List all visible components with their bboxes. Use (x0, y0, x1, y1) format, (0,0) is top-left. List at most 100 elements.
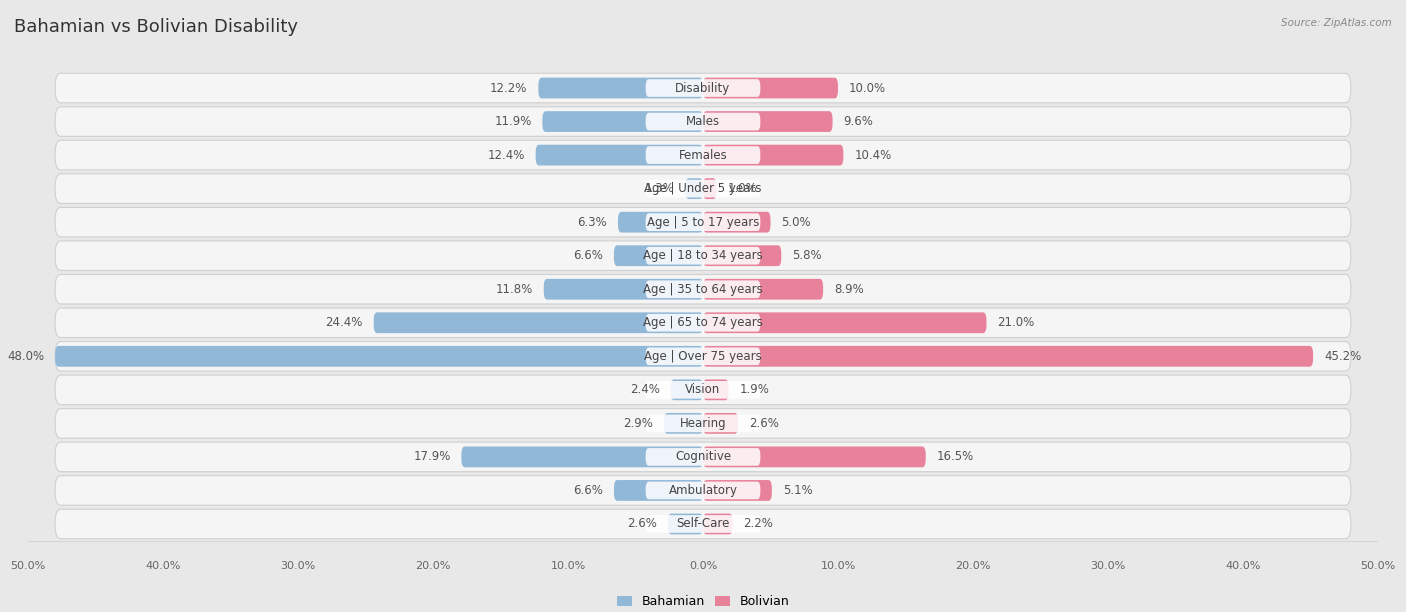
Text: Age | 5 to 17 years: Age | 5 to 17 years (647, 215, 759, 229)
FancyBboxPatch shape (703, 379, 728, 400)
Text: 2.6%: 2.6% (627, 518, 657, 531)
FancyBboxPatch shape (55, 107, 1351, 136)
Text: 11.9%: 11.9% (494, 115, 531, 128)
Text: 1.3%: 1.3% (645, 182, 675, 195)
Text: Self-Care: Self-Care (676, 518, 730, 531)
FancyBboxPatch shape (55, 73, 1351, 103)
Text: Bahamian vs Bolivian Disability: Bahamian vs Bolivian Disability (14, 18, 298, 36)
FancyBboxPatch shape (645, 146, 761, 164)
Text: 12.2%: 12.2% (491, 81, 527, 94)
Text: 45.2%: 45.2% (1324, 350, 1361, 363)
Text: Ambulatory: Ambulatory (668, 484, 738, 497)
Text: Age | 65 to 74 years: Age | 65 to 74 years (643, 316, 763, 329)
Text: 17.9%: 17.9% (413, 450, 450, 463)
Text: 1.9%: 1.9% (740, 383, 769, 397)
Text: 12.4%: 12.4% (488, 149, 524, 162)
Text: Age | 18 to 34 years: Age | 18 to 34 years (643, 249, 763, 262)
Text: Disability: Disability (675, 81, 731, 94)
FancyBboxPatch shape (645, 348, 761, 365)
FancyBboxPatch shape (703, 212, 770, 233)
FancyBboxPatch shape (645, 314, 761, 332)
FancyBboxPatch shape (614, 245, 703, 266)
FancyBboxPatch shape (543, 111, 703, 132)
Text: Age | Under 5 years: Age | Under 5 years (644, 182, 762, 195)
FancyBboxPatch shape (703, 480, 772, 501)
FancyBboxPatch shape (703, 178, 717, 199)
FancyBboxPatch shape (645, 381, 761, 398)
Text: 24.4%: 24.4% (325, 316, 363, 329)
FancyBboxPatch shape (55, 140, 1351, 170)
FancyBboxPatch shape (645, 515, 761, 533)
Legend: Bahamian, Bolivian: Bahamian, Bolivian (612, 590, 794, 612)
FancyBboxPatch shape (686, 178, 703, 199)
Text: 5.0%: 5.0% (782, 215, 811, 229)
Text: Source: ZipAtlas.com: Source: ZipAtlas.com (1281, 18, 1392, 28)
FancyBboxPatch shape (614, 480, 703, 501)
FancyBboxPatch shape (703, 78, 838, 99)
FancyBboxPatch shape (703, 447, 925, 468)
FancyBboxPatch shape (55, 207, 1351, 237)
Text: 21.0%: 21.0% (997, 316, 1035, 329)
FancyBboxPatch shape (55, 476, 1351, 505)
FancyBboxPatch shape (703, 279, 823, 300)
FancyBboxPatch shape (668, 513, 703, 534)
Text: 5.8%: 5.8% (792, 249, 821, 262)
FancyBboxPatch shape (544, 279, 703, 300)
FancyBboxPatch shape (645, 180, 761, 198)
Text: 5.1%: 5.1% (783, 484, 813, 497)
FancyBboxPatch shape (645, 482, 761, 499)
FancyBboxPatch shape (645, 113, 761, 130)
FancyBboxPatch shape (55, 174, 1351, 203)
FancyBboxPatch shape (55, 341, 1351, 371)
Text: 10.4%: 10.4% (855, 149, 891, 162)
Text: Age | 35 to 64 years: Age | 35 to 64 years (643, 283, 763, 296)
FancyBboxPatch shape (703, 111, 832, 132)
FancyBboxPatch shape (461, 447, 703, 468)
FancyBboxPatch shape (703, 144, 844, 165)
Text: 6.6%: 6.6% (574, 484, 603, 497)
Text: 6.6%: 6.6% (574, 249, 603, 262)
Text: Vision: Vision (685, 383, 721, 397)
FancyBboxPatch shape (55, 509, 1351, 539)
Text: 6.3%: 6.3% (578, 215, 607, 229)
Text: 2.2%: 2.2% (744, 518, 773, 531)
FancyBboxPatch shape (374, 312, 703, 333)
Text: 9.6%: 9.6% (844, 115, 873, 128)
Text: 2.4%: 2.4% (630, 383, 659, 397)
Text: Cognitive: Cognitive (675, 450, 731, 463)
Text: Age | Over 75 years: Age | Over 75 years (644, 350, 762, 363)
FancyBboxPatch shape (664, 413, 703, 434)
FancyBboxPatch shape (536, 144, 703, 165)
FancyBboxPatch shape (645, 214, 761, 231)
FancyBboxPatch shape (703, 513, 733, 534)
FancyBboxPatch shape (55, 241, 1351, 271)
FancyBboxPatch shape (703, 312, 987, 333)
FancyBboxPatch shape (703, 413, 738, 434)
Text: Males: Males (686, 115, 720, 128)
FancyBboxPatch shape (645, 448, 761, 466)
Text: 2.6%: 2.6% (749, 417, 779, 430)
FancyBboxPatch shape (55, 308, 1351, 338)
FancyBboxPatch shape (55, 409, 1351, 438)
Text: 11.8%: 11.8% (496, 283, 533, 296)
FancyBboxPatch shape (55, 442, 1351, 472)
FancyBboxPatch shape (645, 79, 761, 97)
Text: 10.0%: 10.0% (849, 81, 886, 94)
Text: 48.0%: 48.0% (7, 350, 45, 363)
Text: 2.9%: 2.9% (623, 417, 652, 430)
FancyBboxPatch shape (671, 379, 703, 400)
FancyBboxPatch shape (538, 78, 703, 99)
FancyBboxPatch shape (55, 346, 703, 367)
FancyBboxPatch shape (645, 247, 761, 264)
FancyBboxPatch shape (619, 212, 703, 233)
Text: Females: Females (679, 149, 727, 162)
FancyBboxPatch shape (703, 245, 782, 266)
Text: Hearing: Hearing (679, 417, 727, 430)
Text: 1.0%: 1.0% (727, 182, 756, 195)
Text: 16.5%: 16.5% (936, 450, 974, 463)
FancyBboxPatch shape (645, 280, 761, 298)
FancyBboxPatch shape (55, 274, 1351, 304)
FancyBboxPatch shape (645, 414, 761, 432)
FancyBboxPatch shape (55, 375, 1351, 405)
FancyBboxPatch shape (703, 346, 1313, 367)
